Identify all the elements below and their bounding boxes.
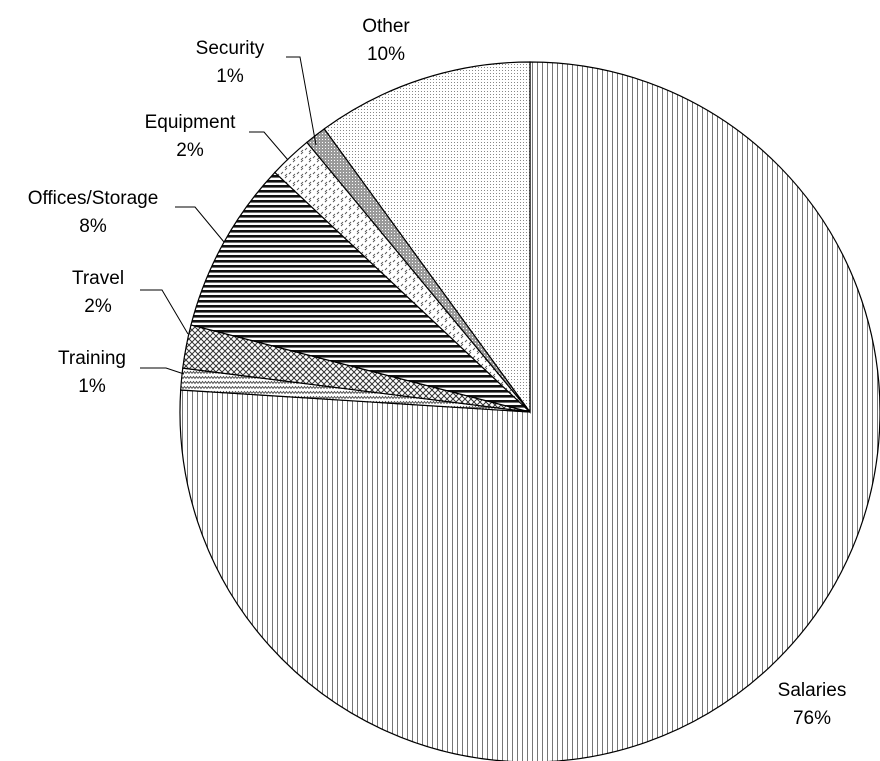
slice-label-name: Offices/Storage [28,188,159,209]
pie-slices [179,61,880,761]
leader-line [175,206,225,243]
slice-label-percent: 1% [78,376,106,397]
slice-label-name: Security [196,38,265,59]
leader-line [286,56,317,146]
leader-line [249,131,289,161]
slice-label: Salaries 76% [778,680,847,729]
slice-label-percent: 8% [79,216,107,237]
leader-line [140,289,189,335]
pie-slice-salaries [179,61,880,761]
slice-label-name: Salaries [778,680,847,701]
slice-label-percent: 76% [793,708,831,729]
slice-label-percent: 1% [216,66,244,87]
slice-label: Offices/Storage 8% [28,188,159,237]
pie-slice-other [323,61,531,414]
slice-label-percent: 10% [367,44,405,65]
slice-label: Travel 2% [72,268,124,317]
slice-label: Equipment 2% [145,112,237,161]
leader-lines [140,56,317,375]
slice-label-name: Equipment [145,112,237,133]
slice-label-percent: 2% [176,140,204,161]
slice-label-name: Training [58,348,126,369]
slice-label: Training 1% [58,348,126,397]
slice-label-name: Other [362,16,410,37]
pie-slice-offices-storage [190,171,531,413]
slice-label: Other 10% [362,16,410,65]
leader-line [140,367,185,375]
slice-label: Security 1% [196,38,265,87]
slice-labels: Salaries 76% Training 1% Travel 2% Offices/Sto… [28,16,847,729]
slice-label-percent: 2% [84,296,112,317]
slice-label-name: Travel [72,268,124,289]
